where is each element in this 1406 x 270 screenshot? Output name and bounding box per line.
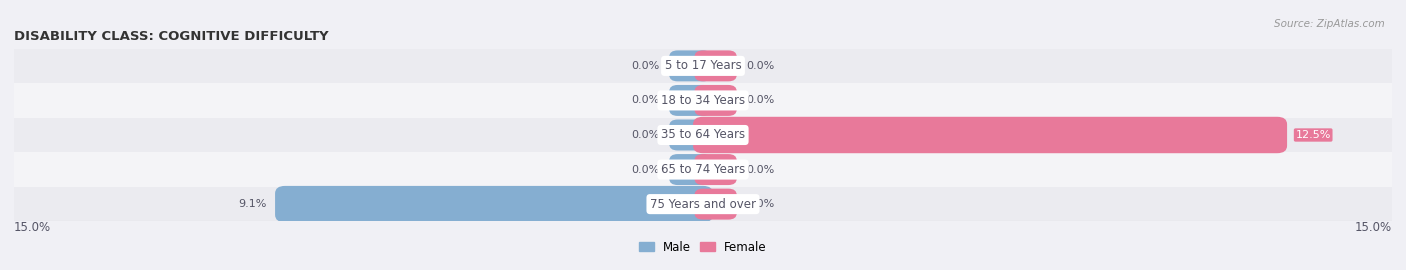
Text: 0.0%: 0.0% bbox=[631, 130, 659, 140]
FancyBboxPatch shape bbox=[695, 154, 737, 185]
FancyBboxPatch shape bbox=[693, 117, 1286, 153]
Bar bbox=[14, 83, 1392, 118]
Text: 15.0%: 15.0% bbox=[1355, 221, 1392, 234]
Bar bbox=[14, 152, 1392, 187]
FancyBboxPatch shape bbox=[695, 189, 737, 220]
FancyBboxPatch shape bbox=[669, 85, 711, 116]
FancyBboxPatch shape bbox=[669, 50, 711, 81]
Text: Source: ZipAtlas.com: Source: ZipAtlas.com bbox=[1274, 19, 1385, 29]
FancyBboxPatch shape bbox=[669, 154, 711, 185]
Text: 12.5%: 12.5% bbox=[1295, 130, 1331, 140]
Text: 9.1%: 9.1% bbox=[238, 199, 267, 209]
Text: 15.0%: 15.0% bbox=[14, 221, 51, 234]
FancyBboxPatch shape bbox=[276, 186, 713, 222]
Text: 0.0%: 0.0% bbox=[631, 164, 659, 175]
Text: 0.0%: 0.0% bbox=[747, 95, 775, 106]
Text: 5 to 17 Years: 5 to 17 Years bbox=[665, 59, 741, 72]
Text: 0.0%: 0.0% bbox=[631, 61, 659, 71]
Text: 0.0%: 0.0% bbox=[747, 164, 775, 175]
Text: 75 Years and over: 75 Years and over bbox=[650, 198, 756, 211]
Text: 35 to 64 Years: 35 to 64 Years bbox=[661, 129, 745, 141]
Legend: Male, Female: Male, Female bbox=[640, 241, 766, 254]
FancyBboxPatch shape bbox=[669, 120, 711, 150]
FancyBboxPatch shape bbox=[695, 85, 737, 116]
FancyBboxPatch shape bbox=[695, 50, 737, 81]
Bar bbox=[14, 118, 1392, 152]
Text: 0.0%: 0.0% bbox=[631, 95, 659, 106]
Text: 0.0%: 0.0% bbox=[747, 61, 775, 71]
Text: 65 to 74 Years: 65 to 74 Years bbox=[661, 163, 745, 176]
Bar bbox=[14, 187, 1392, 221]
Text: 18 to 34 Years: 18 to 34 Years bbox=[661, 94, 745, 107]
Text: DISABILITY CLASS: COGNITIVE DIFFICULTY: DISABILITY CLASS: COGNITIVE DIFFICULTY bbox=[14, 30, 329, 43]
Text: 0.0%: 0.0% bbox=[747, 199, 775, 209]
Bar bbox=[14, 49, 1392, 83]
